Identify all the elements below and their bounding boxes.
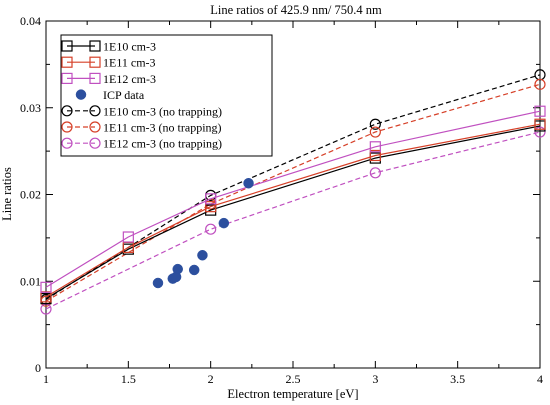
data-point	[122, 231, 134, 243]
data-point	[197, 249, 208, 261]
legend-entry: 1E11 cm-3	[61, 56, 156, 70]
legend: 1E10 cm-3 1E11 cm-3 1E12 cm-3 ICP data 1E10 …	[60, 34, 273, 157]
data-point	[534, 78, 546, 90]
legend-marker	[89, 121, 101, 133]
series-group	[40, 105, 546, 293]
series-group	[40, 118, 546, 303]
series-line	[45, 131, 541, 310]
legend-marker	[89, 105, 101, 117]
legend-marker	[75, 89, 87, 100]
data-point	[205, 193, 217, 205]
data-point	[369, 126, 381, 138]
legend-marker	[61, 56, 73, 68]
x-tick-label: 3.5	[450, 372, 465, 386]
x-tick-label: 4	[537, 372, 543, 386]
legend-marker	[89, 72, 101, 85]
legend-label: 1E11 cm-3 (no trapping)	[103, 121, 222, 135]
legend-entry: 1E12 cm-3 (no trapping)	[61, 137, 222, 151]
x-tick-label: 2.5	[286, 372, 301, 386]
legend-marker	[61, 121, 73, 133]
legend-label: 1E10 cm-3	[103, 40, 156, 54]
series-line	[45, 125, 541, 300]
data-point	[369, 149, 381, 162]
series-layer	[40, 69, 546, 315]
legend-marker	[61, 72, 73, 85]
data-point	[369, 118, 381, 130]
series-line	[45, 123, 541, 298]
legend-marker	[61, 137, 73, 149]
data-point	[534, 118, 546, 130]
x-tick-label: 2	[208, 372, 214, 386]
data-point	[172, 263, 183, 275]
x-tick-label: 1	[43, 372, 49, 386]
legend-marker	[89, 40, 101, 52]
y-tick-label: 0	[35, 361, 41, 375]
x-tick-label: 1.5	[121, 372, 136, 386]
legend-label: 1E12 cm-3 (no trapping)	[103, 137, 222, 151]
legend-label: 1E11 cm-3	[103, 56, 156, 70]
data-point	[369, 167, 381, 179]
legend-marker	[89, 137, 101, 149]
legend-marker	[61, 105, 73, 117]
legend-marker	[89, 56, 101, 68]
data-point	[243, 177, 254, 189]
data-point	[534, 126, 546, 138]
data-point	[40, 281, 52, 293]
data-point	[122, 241, 134, 254]
series-line	[45, 110, 541, 288]
data-point	[218, 217, 230, 229]
legend-entry: 1E11 cm-3 (no trapping)	[61, 121, 222, 135]
legend-entry: 1E10 cm-3 (no trapping)	[61, 104, 222, 118]
legend-entry: 1E12 cm-3	[61, 72, 156, 86]
legend-label: 1E10 cm-3 (no trapping)	[103, 104, 222, 118]
x-tick-label: 3	[372, 372, 378, 386]
series-line	[45, 83, 541, 302]
axes: 1 1.5 2 2.5 3 3.5 4 0 0.01 0.02 0.03 0.04	[20, 14, 543, 386]
data-point	[369, 141, 381, 153]
legend-label: ICP data	[103, 88, 145, 102]
data-point	[205, 223, 217, 235]
x-axis-label: Electron temperature [eV]	[227, 387, 358, 401]
data-point	[205, 201, 217, 213]
y-tick-label: 0.03	[20, 101, 41, 115]
y-tick-label: 0.01	[20, 274, 41, 288]
series-group	[152, 177, 254, 289]
legend-entry: 1E10 cm-3	[61, 40, 156, 54]
data-point	[40, 291, 52, 303]
legend-entry: ICP data	[75, 88, 145, 102]
chart-title: Line ratios of 425.9 nm/ 750.4 nm	[210, 3, 382, 17]
legend-label: 1E12 cm-3	[103, 72, 156, 86]
legend-marker	[61, 40, 73, 52]
y-axis-label: Line ratios	[0, 167, 14, 221]
data-point	[152, 277, 164, 289]
y-tick-label: 0.02	[20, 188, 41, 202]
y-tick-label: 0.04	[20, 14, 41, 28]
data-point	[188, 264, 200, 276]
legend-box	[60, 34, 273, 157]
data-point	[534, 105, 546, 117]
